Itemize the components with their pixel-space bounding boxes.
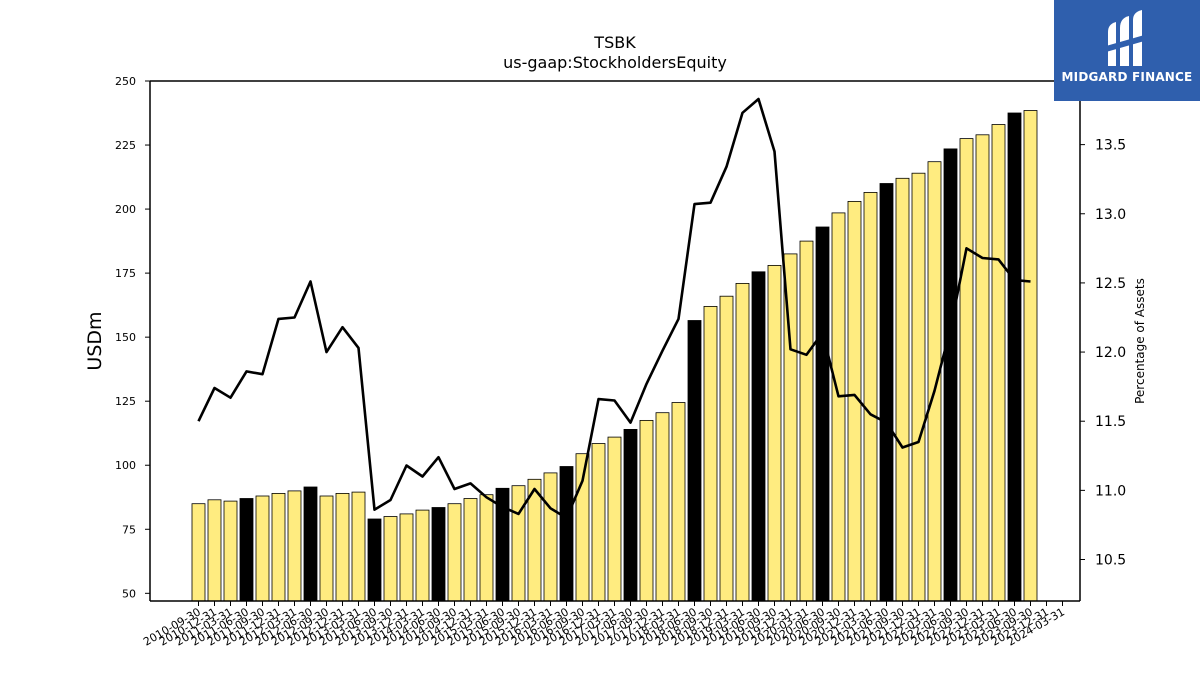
bar	[415, 509, 430, 602]
y-tick-label: 75	[122, 523, 136, 536]
bar	[655, 412, 670, 602]
bar	[255, 495, 270, 602]
bar	[383, 516, 398, 602]
y2-tick-label: 13.0	[1095, 207, 1126, 223]
bar	[223, 500, 238, 602]
bar	[767, 264, 782, 602]
y-tick-label: 200	[115, 203, 136, 216]
bar	[447, 503, 462, 602]
bar	[351, 491, 366, 602]
midgard-logo-icon	[1106, 10, 1148, 66]
bar	[287, 490, 302, 602]
bar	[479, 494, 494, 602]
bar	[959, 138, 974, 602]
bar	[815, 226, 830, 602]
bar	[879, 183, 894, 602]
bar	[991, 124, 1006, 602]
y2-tick-label: 12.0	[1095, 345, 1126, 361]
y-tick-label: 250	[115, 75, 136, 88]
y2-tick-label: 11.5	[1095, 414, 1126, 430]
y2-axis-label: Percentage of Assets	[1133, 278, 1147, 404]
chart-subtitle: us-gaap:StockholdersEquity	[503, 53, 727, 72]
chart-title: TSBK	[593, 33, 636, 52]
bar	[559, 466, 574, 602]
y2-tick-label: 11.0	[1095, 483, 1126, 499]
bar	[623, 428, 638, 602]
bar	[431, 507, 446, 602]
bar	[463, 498, 478, 602]
y2-tick-label: 10.5	[1095, 553, 1126, 569]
bar	[335, 492, 350, 602]
bar	[303, 486, 318, 602]
bar	[799, 240, 814, 602]
bar	[1023, 110, 1038, 602]
y-tick-label: 225	[115, 139, 136, 152]
bar	[319, 495, 334, 602]
bar	[239, 498, 254, 602]
bar	[191, 503, 206, 602]
bar	[751, 271, 766, 602]
bar	[639, 419, 654, 602]
bar	[863, 191, 878, 602]
bar	[687, 320, 702, 602]
y-tick-label: 175	[115, 267, 136, 280]
bar	[831, 212, 846, 602]
y-axis-label: USDm	[84, 311, 106, 370]
bar	[895, 177, 910, 602]
bar	[543, 472, 558, 602]
bar	[943, 148, 958, 602]
bar	[1007, 112, 1022, 602]
y-tick-label: 100	[115, 459, 136, 472]
y-tick-label: 50	[122, 587, 136, 600]
y-tick-label: 125	[115, 395, 136, 408]
bar	[607, 436, 622, 602]
logo-text: MIDGARD FINANCE	[1061, 70, 1193, 84]
bar	[511, 485, 526, 602]
bar	[671, 402, 686, 602]
y2-tick-label: 13.5	[1095, 138, 1126, 154]
bar	[367, 518, 382, 602]
bar	[399, 513, 414, 602]
series-line	[197, 97, 1031, 520]
bar	[591, 443, 606, 602]
y2-tick-label: 12.5	[1095, 276, 1126, 292]
bar	[975, 134, 990, 602]
bar	[927, 161, 942, 602]
bar	[703, 305, 718, 602]
bar	[735, 282, 750, 602]
bar	[207, 499, 222, 602]
brand-logo: MIDGARD FINANCE	[1054, 0, 1200, 101]
y-tick-label: 150	[115, 331, 136, 344]
bar	[911, 172, 926, 602]
bar	[271, 492, 286, 602]
bar	[719, 295, 734, 602]
